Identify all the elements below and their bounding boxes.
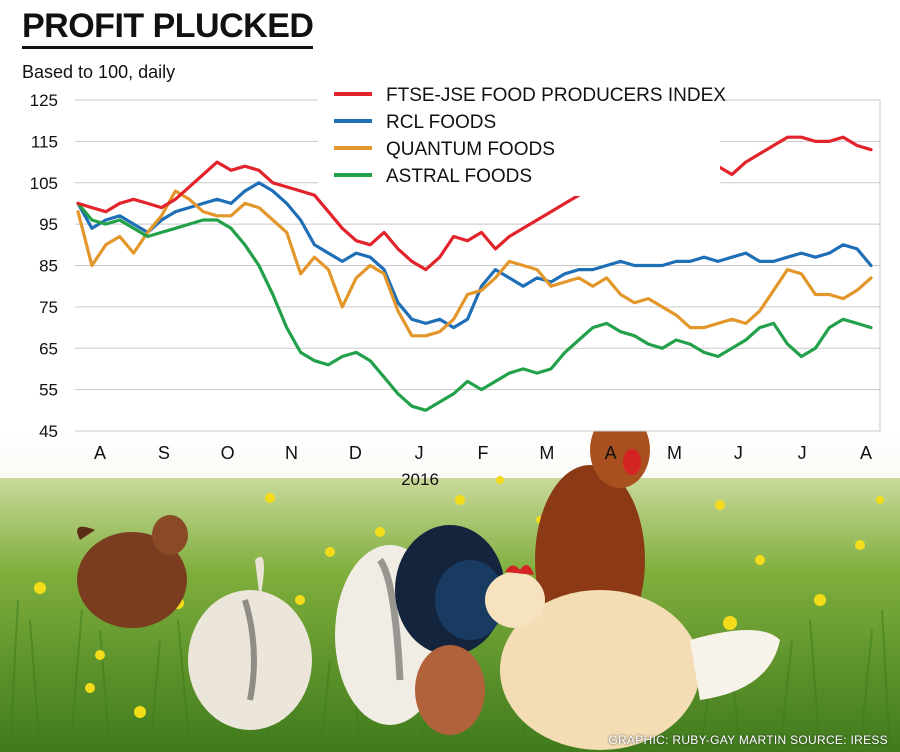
chicken-white-1 [188, 556, 312, 730]
x-tick-label: D [349, 443, 362, 463]
x-tick-label: J [734, 443, 743, 463]
series-line-1 [76, 181, 873, 330]
gridlines [75, 99, 881, 432]
legend-label: RCL FOODS [386, 112, 496, 133]
x-tick-label: J [798, 443, 807, 463]
x-tick-label: S [158, 443, 170, 463]
y-tick-label: 65 [39, 339, 58, 358]
series-lines [76, 135, 873, 412]
x-year-label: 2016 [401, 470, 439, 489]
y-tick-label: 95 [39, 215, 58, 234]
chick-small [415, 645, 485, 735]
x-tick-label: F [478, 443, 489, 463]
y-tick-label: 55 [39, 381, 58, 400]
chart-title: PROFIT PLUCKED [22, 6, 314, 49]
credit-line: GRAPHIC: RUBY-GAY MARTIN SOURCE: IRESS [608, 733, 888, 747]
y-tick-label: 75 [39, 298, 58, 317]
series-line-0 [76, 135, 873, 272]
y-tick-label: 85 [39, 257, 58, 276]
y-tick-label: 125 [30, 91, 58, 110]
y-tick-label: 45 [39, 422, 58, 441]
legend: FTSE-JSE FOOD PRODUCERS INDEX RCL FOODS QU… [318, 74, 726, 196]
x-tick-label: A [605, 443, 617, 463]
hen-buff [485, 565, 780, 750]
x-tick-label: O [221, 443, 235, 463]
y-axis: 125 115 105 95 85 75 65 55 45 [30, 91, 58, 441]
x-tick-label: N [285, 443, 298, 463]
chart-subtitle: Based to 100, daily [22, 62, 176, 82]
legend-label: FTSE-JSE FOOD PRODUCERS INDEX [386, 85, 726, 106]
chicken-brown-left [77, 515, 188, 628]
plot-area: 125 115 105 95 85 75 65 55 45 [30, 91, 881, 441]
series-line-3 [76, 201, 873, 412]
series-line-2 [76, 189, 873, 338]
rooster-black [395, 525, 505, 655]
x-tick-label: M [667, 443, 682, 463]
legend-box [318, 74, 720, 196]
x-tick-label: J [415, 443, 424, 463]
legend-label: QUANTUM FOODS [386, 139, 555, 160]
x-tick-label: A [860, 443, 872, 463]
y-tick-label: 105 [30, 174, 58, 193]
legend-label: ASTRAL FOODS [386, 166, 532, 187]
y-tick-label: 115 [31, 132, 58, 151]
x-tick-label: A [94, 443, 106, 463]
background-photo [0, 397, 900, 752]
x-tick-label: M [539, 443, 554, 463]
